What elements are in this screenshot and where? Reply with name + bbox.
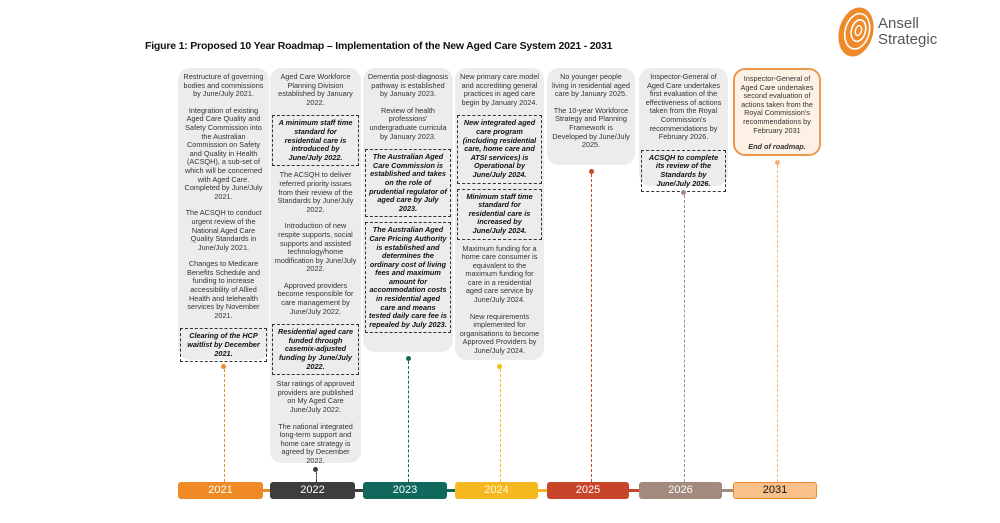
milestone-card-2026: Inspector-General of Aged Care undertake…	[639, 68, 728, 193]
connector-line	[777, 165, 778, 482]
key-milestone: The Australian Aged Care Pricing Authori…	[365, 222, 451, 334]
logo-line2: Strategic	[878, 31, 938, 48]
milestone-card-2023: Dementia post-diagnosis pathway is estab…	[363, 68, 453, 352]
connector-line	[499, 369, 501, 482]
year-bar-2023: 2023	[363, 482, 447, 499]
logo-line1: Ansell	[878, 15, 919, 32]
timeline-link	[538, 489, 547, 492]
milestone-text: Restructure of governing bodies and comm…	[183, 72, 264, 99]
milestone-text: Dementia post-diagnosis pathway is estab…	[367, 72, 449, 99]
milestone-text: Approved providers become responsible fo…	[277, 280, 354, 316]
milestone-text: Review of health professions' undergradu…	[369, 105, 447, 141]
figure-title: Figure 1: Proposed 10 Year Roadmap – Imp…	[145, 40, 613, 52]
milestone-text: No younger people living in residential …	[552, 72, 630, 99]
key-milestone: New integrated aged care program (includ…	[457, 115, 542, 184]
logo-rings-icon	[838, 7, 874, 57]
timeline-link	[722, 489, 733, 492]
connector-line	[223, 369, 225, 482]
milestone-card-2024: New primary care model and accrediting g…	[455, 68, 544, 360]
ansell-strategic-logo: Ansell Strategic	[836, 2, 996, 62]
year-bar-2022: 2022	[270, 482, 355, 499]
milestone-card-2025: No younger people living in residential …	[547, 68, 635, 165]
year-bar-2024: 2024	[455, 482, 538, 499]
key-milestone: A minimum staff time standard for reside…	[272, 115, 359, 167]
milestone-card-2021: Restructure of governing bodies and comm…	[178, 68, 269, 363]
year-bar-2026: 2026	[639, 482, 722, 499]
key-milestone: Minimum staff time standard for resident…	[457, 188, 542, 240]
milestone-text: New primary care model and accrediting g…	[459, 72, 540, 107]
timeline-link	[355, 489, 363, 492]
milestone-text: The ACSQH to conduct urgent review of th…	[185, 208, 262, 252]
year-bar-2031: 2031	[733, 482, 817, 499]
connector-line	[315, 472, 317, 482]
key-milestone: Clearing of the HCP waitlist by December…	[180, 328, 267, 363]
milestone-text: Changes to Medicare Benefits Schedule an…	[186, 259, 261, 320]
timeline-link	[447, 489, 455, 492]
year-bar-2025: 2025	[547, 482, 629, 499]
milestone-text: The 10-year Workforce Strategy and Plann…	[552, 105, 630, 150]
logo-text: Ansell Strategic	[878, 16, 937, 48]
year-bar-2021: 2021	[178, 482, 263, 499]
key-milestone: Residential aged care funded through cas…	[272, 324, 359, 376]
milestone-text: Aged Care Workforce Planning Division es…	[278, 72, 353, 107]
key-milestone: The Australian Aged Care Commission is e…	[365, 149, 451, 218]
milestone-text: Integration of existing Aged Care Qualit…	[184, 105, 263, 201]
connector-dot	[313, 467, 318, 472]
connector-dot	[497, 364, 502, 369]
milestone-text: Inspector-General of Aged Care undertake…	[740, 74, 814, 135]
milestone-text: Inspector-General of Aged Care undertake…	[645, 72, 722, 142]
connector-dot	[405, 356, 411, 361]
connector-dot	[774, 160, 780, 165]
connector-line	[591, 174, 592, 482]
milestone-text: End of roadmap.	[748, 142, 806, 152]
milestone-text: Introduction of new respite supports, so…	[274, 221, 357, 274]
timeline-link	[629, 489, 639, 492]
key-milestone: ACSQH to complete its review of the Stan…	[641, 149, 726, 193]
milestone-text: The ACSQH to deliver referred priority i…	[277, 170, 354, 214]
milestone-text: New requirements implemented for organis…	[459, 311, 540, 356]
connector-dot	[588, 169, 594, 174]
connector-dot	[681, 190, 686, 195]
timeline-link	[263, 489, 270, 492]
connector-line	[408, 361, 409, 482]
milestone-text: Star ratings of approved providers are p…	[276, 379, 355, 414]
milestone-text: The national integrated long-term suppor…	[278, 421, 353, 465]
milestone-text: Maximum funding for a home care consumer…	[461, 243, 538, 305]
connector-dot	[221, 364, 226, 369]
milestone-card-2022: Aged Care Workforce Planning Division es…	[270, 68, 361, 465]
milestone-card-2031: Inspector-General of Aged Care undertake…	[733, 68, 821, 156]
connector-line	[683, 195, 685, 482]
